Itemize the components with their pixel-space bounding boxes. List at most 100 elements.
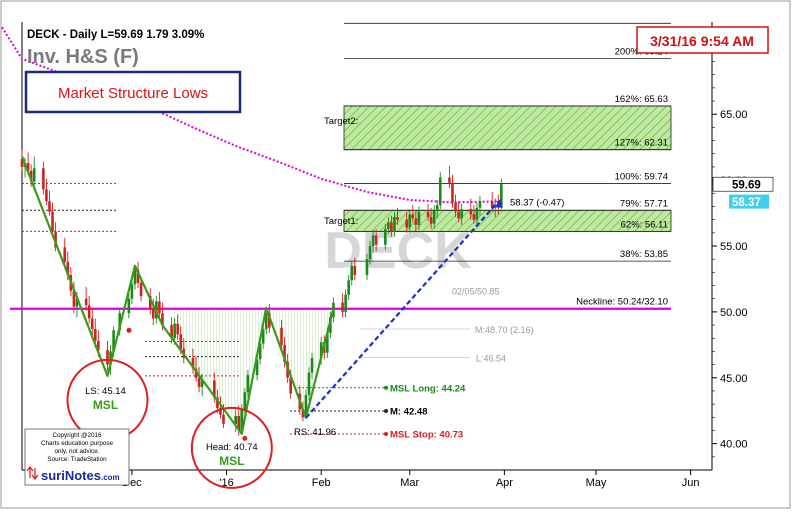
candle <box>457 201 460 223</box>
candle-body <box>240 409 244 431</box>
candle <box>106 340 109 372</box>
candle-body <box>75 298 79 307</box>
candle <box>460 203 463 225</box>
candle-body <box>173 323 176 339</box>
candle <box>197 367 201 393</box>
candle <box>84 286 88 311</box>
candle-body <box>213 380 216 398</box>
candle-body <box>301 409 305 418</box>
structure-label-box <box>24 70 242 114</box>
candle <box>454 194 457 218</box>
brand-name: suriNotes.com <box>41 468 120 483</box>
candle <box>191 348 195 374</box>
y-tick-label: 65.00 <box>720 109 748 121</box>
candle-body <box>216 397 219 409</box>
candle <box>90 307 94 336</box>
candle-body <box>408 214 412 228</box>
candle-body <box>20 159 24 167</box>
msl-stop-dot <box>384 432 388 437</box>
projection-line <box>305 200 500 419</box>
ls-msl-tag: MSL <box>93 398 118 412</box>
candle-body <box>72 290 76 307</box>
pattern-layer <box>20 156 503 435</box>
rs-label: RS: 41.96 <box>294 427 336 438</box>
last-price-label: 59.69 <box>732 180 761 192</box>
candle-body <box>283 344 286 362</box>
candle <box>310 352 314 380</box>
candle-body <box>148 296 152 308</box>
candle <box>341 293 344 318</box>
candle-body <box>246 375 250 393</box>
head-label: Head: 40.74 <box>206 442 258 453</box>
candle <box>365 253 369 281</box>
candle-body <box>194 368 198 378</box>
candle-body <box>478 201 482 208</box>
candle <box>371 230 375 253</box>
x-tick-label: May <box>586 477 607 489</box>
candle <box>347 274 350 301</box>
candle <box>136 261 140 289</box>
levels-layer <box>10 22 671 437</box>
candle-body <box>341 302 344 312</box>
candle-body <box>26 162 30 171</box>
candle <box>353 257 357 281</box>
candle-body <box>426 211 430 218</box>
pattern-fill-layer <box>171 308 337 434</box>
candle-body <box>127 298 131 314</box>
candle-body <box>475 207 479 220</box>
candle-body <box>490 201 494 208</box>
candle <box>438 172 442 210</box>
head-fill-region <box>171 308 337 434</box>
candle <box>280 319 283 351</box>
candle <box>417 206 421 231</box>
candle-body <box>365 259 369 275</box>
fib-level-label: 79%: 57.71 <box>620 198 668 209</box>
x-tick-label: Jun <box>682 477 700 489</box>
candle-body <box>87 305 91 319</box>
candle-body <box>197 377 201 387</box>
candle-body <box>374 235 378 245</box>
msl-stop-line-label: MSL Stop: 40.73 <box>390 430 463 441</box>
candle <box>374 228 378 252</box>
ref-price-badge <box>729 194 769 209</box>
candle <box>307 367 311 401</box>
candle-body <box>130 284 134 299</box>
candle-body <box>469 209 473 215</box>
candle-body <box>63 247 67 262</box>
candle-body <box>191 358 195 369</box>
candle <box>368 240 372 265</box>
neckline-label: Neckline: 50.24/32.10 <box>576 297 668 308</box>
candle <box>176 314 180 340</box>
candle <box>48 190 51 216</box>
candle <box>478 195 482 216</box>
candle-body <box>326 332 329 353</box>
candle-body <box>170 325 173 339</box>
candle-body <box>344 294 347 312</box>
candle-body <box>350 265 354 281</box>
candle-body <box>390 222 393 232</box>
candle <box>414 210 418 232</box>
copyright-line-3: only, not advice. <box>54 448 99 455</box>
candle <box>411 205 415 223</box>
candle-body <box>353 265 357 275</box>
candle <box>29 164 33 187</box>
candle-body <box>234 415 238 424</box>
candle <box>243 388 247 416</box>
pattern-title: Inv. H&S (F) <box>27 46 139 68</box>
target-zones-layer <box>343 105 672 232</box>
candle <box>472 205 476 224</box>
candle-body <box>371 235 375 246</box>
y-tick-label: 55.00 <box>720 241 748 253</box>
brand-arrows-icon <box>26 465 39 481</box>
candle-body <box>48 201 51 212</box>
candle-body <box>500 184 503 208</box>
midpoint-label: L:46.54 <box>476 353 506 363</box>
candle-body <box>264 313 268 330</box>
candle-body <box>280 327 283 345</box>
candle-body <box>133 269 137 285</box>
moving-average-line <box>1 26 502 204</box>
candle <box>200 373 204 397</box>
ref-price-label: 58.37 <box>732 197 761 209</box>
